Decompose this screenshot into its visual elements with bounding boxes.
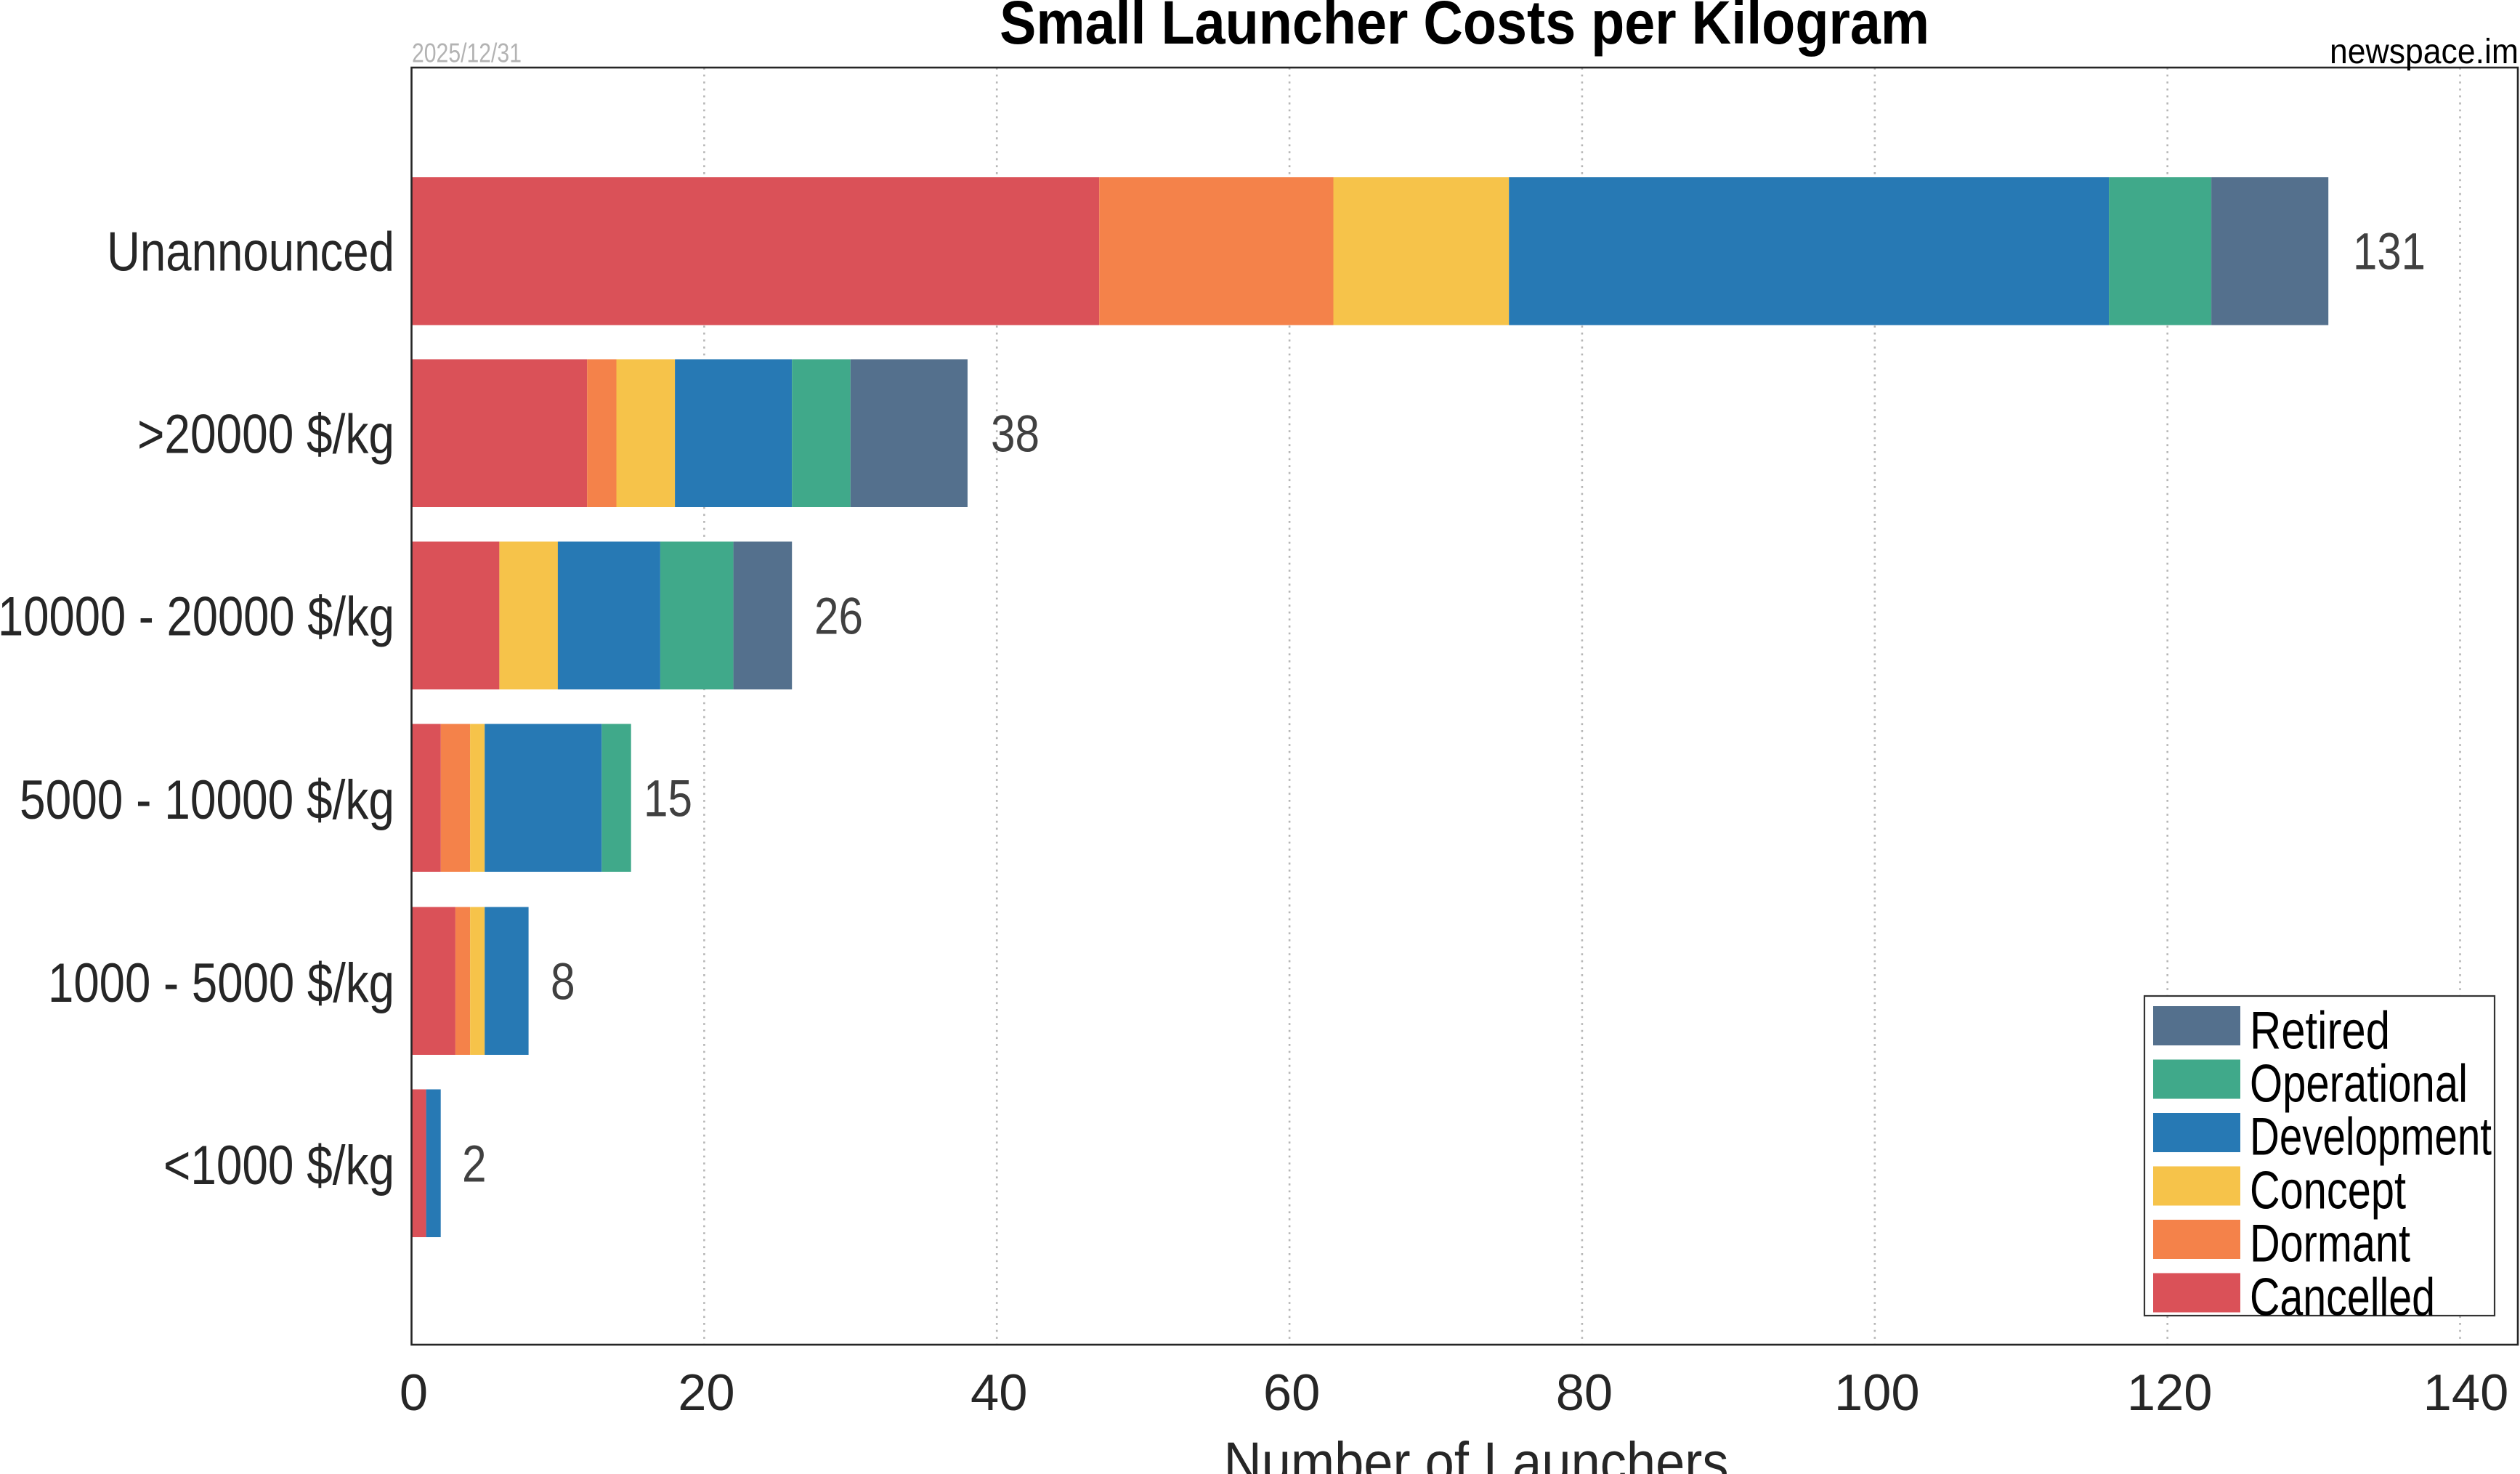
svg-text:5000 - 10000 $/kg: 5000 - 10000 $/kg (20, 769, 394, 831)
svg-text:26: 26 (814, 588, 863, 646)
svg-text:Development: Development (2250, 1108, 2492, 1167)
svg-text:60: 60 (1263, 1364, 1320, 1421)
svg-text:100: 100 (1834, 1364, 1920, 1421)
svg-text:1000 - 5000 $/kg: 1000 - 5000 $/kg (48, 952, 394, 1014)
svg-text:newspace.im: newspace.im (2330, 33, 2519, 71)
svg-text:40: 40 (971, 1364, 1027, 1421)
svg-text:Unannounced: Unannounced (107, 222, 394, 283)
svg-text:120: 120 (2127, 1364, 2213, 1421)
svg-text:10000 - 20000 $/kg: 10000 - 20000 $/kg (0, 586, 394, 648)
svg-text:15: 15 (644, 771, 692, 828)
svg-text:140: 140 (2423, 1364, 2509, 1421)
svg-text:Retired: Retired (2250, 1002, 2390, 1061)
svg-text:0: 0 (400, 1364, 428, 1421)
svg-text:131: 131 (2353, 224, 2426, 281)
svg-text:2: 2 (462, 1136, 487, 1194)
svg-text:>20000 $/kg: >20000 $/kg (137, 404, 394, 466)
svg-text:Small Launcher Costs per Kilog: Small Launcher Costs per Kilogram (1000, 0, 1929, 57)
svg-text:Concept: Concept (2250, 1162, 2406, 1220)
svg-text:20: 20 (678, 1364, 734, 1421)
svg-text:80: 80 (1556, 1364, 1613, 1421)
svg-text:Cancelled: Cancelled (2250, 1268, 2435, 1327)
svg-text:8: 8 (551, 954, 575, 1011)
svg-text:Operational: Operational (2250, 1055, 2468, 1114)
svg-text:Dormant: Dormant (2250, 1215, 2410, 1273)
svg-text:2025/12/31: 2025/12/31 (412, 39, 522, 68)
svg-text:<1000 $/kg: <1000 $/kg (163, 1135, 394, 1196)
svg-text:Number of Launchers: Number of Launchers (1224, 1430, 1729, 1474)
svg-text:38: 38 (991, 406, 1040, 463)
